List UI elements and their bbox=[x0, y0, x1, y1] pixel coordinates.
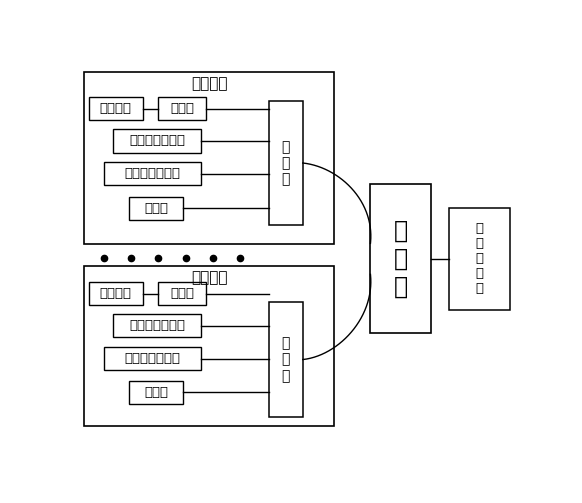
Text: 讲台主体: 讲台主体 bbox=[191, 270, 228, 285]
Text: 控制锁: 控制锁 bbox=[170, 287, 194, 300]
Bar bbox=[129, 197, 183, 220]
Text: 人脸抓拍摄像头: 人脸抓拍摄像头 bbox=[129, 134, 185, 147]
Text: 红外测温传感器: 红外测温传感器 bbox=[125, 352, 181, 365]
Text: 照
片
存
储
器: 照 片 存 储 器 bbox=[476, 222, 484, 295]
Bar bbox=[371, 184, 431, 333]
Text: 讲台设备: 讲台设备 bbox=[100, 102, 132, 115]
Bar bbox=[129, 381, 183, 404]
Text: 讲台主体: 讲台主体 bbox=[191, 76, 228, 91]
Bar bbox=[158, 97, 206, 120]
Bar bbox=[84, 266, 334, 427]
Text: 控
制
器: 控 制 器 bbox=[282, 140, 290, 186]
Text: 控制锁: 控制锁 bbox=[170, 102, 194, 115]
Bar bbox=[88, 97, 143, 120]
Bar bbox=[158, 282, 206, 305]
Text: 服
务
器: 服 务 器 bbox=[394, 219, 408, 299]
Bar bbox=[88, 282, 143, 305]
Text: 控
制
器: 控 制 器 bbox=[282, 337, 290, 383]
Bar bbox=[113, 129, 201, 152]
Text: 讲台设备: 讲台设备 bbox=[100, 287, 132, 300]
Bar bbox=[104, 162, 201, 186]
Text: 人脸抓拍摄像头: 人脸抓拍摄像头 bbox=[129, 319, 185, 332]
Bar bbox=[104, 347, 201, 370]
Text: 指示灯: 指示灯 bbox=[144, 386, 168, 399]
Text: 红外测温传感器: 红外测温传感器 bbox=[125, 167, 181, 181]
Bar bbox=[84, 72, 334, 244]
Bar bbox=[269, 101, 303, 225]
Text: 指示灯: 指示灯 bbox=[144, 202, 168, 215]
Bar bbox=[113, 314, 201, 338]
Bar bbox=[269, 302, 303, 416]
Bar bbox=[449, 208, 510, 310]
